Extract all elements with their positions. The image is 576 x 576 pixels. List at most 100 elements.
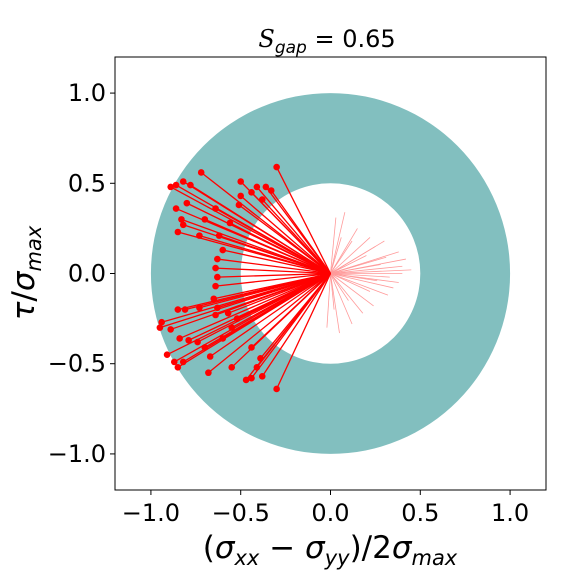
data-point xyxy=(242,376,250,384)
point-line xyxy=(276,166,332,274)
data-point xyxy=(214,304,221,312)
data-point xyxy=(205,369,212,377)
fan-line xyxy=(330,273,389,296)
data-point xyxy=(237,192,245,200)
fan-line xyxy=(326,273,331,328)
data-point xyxy=(181,306,189,313)
point-line xyxy=(231,272,331,329)
data-point xyxy=(273,385,280,393)
point-line xyxy=(227,272,331,314)
fan-line xyxy=(330,255,367,274)
fan-line xyxy=(330,273,394,289)
data-point xyxy=(224,309,232,317)
data-point xyxy=(196,232,203,239)
fan-line xyxy=(330,273,371,292)
plot-area xyxy=(150,93,511,454)
data-point xyxy=(158,318,165,326)
point-line xyxy=(261,199,331,274)
y-tick-label: −0.5 xyxy=(48,350,106,378)
fan-line xyxy=(330,265,403,274)
point-markers xyxy=(156,163,280,393)
data-point xyxy=(214,273,221,281)
data-point xyxy=(201,216,209,223)
y-tick-label: −1.0 xyxy=(48,440,106,468)
data-point xyxy=(258,373,266,380)
data-point xyxy=(219,246,227,254)
point-line xyxy=(177,272,331,311)
point-line xyxy=(238,204,331,275)
point-line xyxy=(215,267,331,275)
data-point xyxy=(248,189,255,196)
point-line xyxy=(215,272,331,287)
data-point xyxy=(233,315,241,322)
point-lines xyxy=(159,166,332,390)
data-point xyxy=(185,336,192,344)
data-point xyxy=(187,181,194,189)
point-line xyxy=(270,190,332,274)
y-tick-label: 1.0 xyxy=(68,79,106,107)
chart-title: Sgap = 0.65 xyxy=(258,25,395,58)
data-point xyxy=(170,358,178,366)
data-point xyxy=(248,344,255,351)
fan-line xyxy=(330,240,385,274)
data-point xyxy=(156,324,164,331)
point-line xyxy=(259,273,332,359)
y-axis-ticks: −1.0 −0.5 0.0 0.5 1.0 xyxy=(48,79,115,468)
data-point xyxy=(212,311,219,319)
data-point xyxy=(257,354,264,362)
point-line xyxy=(170,272,331,331)
point-line xyxy=(217,272,331,278)
fan-lines xyxy=(326,212,412,334)
data-point xyxy=(235,201,243,209)
data-point xyxy=(174,364,182,371)
point-line xyxy=(159,272,331,329)
fan-line xyxy=(330,273,390,278)
fan-line xyxy=(330,273,349,301)
data-point xyxy=(262,183,270,191)
data-point xyxy=(197,169,205,176)
data-point xyxy=(258,196,266,203)
point-line xyxy=(222,272,331,340)
data-point xyxy=(228,324,236,331)
fan-line xyxy=(330,256,387,274)
x-tick-label: −1.0 xyxy=(122,499,180,527)
data-point xyxy=(226,219,234,227)
data-point xyxy=(206,353,214,360)
fan-line xyxy=(330,273,364,314)
data-point xyxy=(212,264,219,272)
data-point xyxy=(273,163,280,171)
title-subscript: gap xyxy=(275,38,307,58)
fan-line xyxy=(330,269,412,274)
fan-line xyxy=(330,240,353,274)
x-axis-label: (σxx − σyy)/2σmax xyxy=(203,530,458,570)
fan-line xyxy=(330,228,358,274)
x-axis-ticks: −1.0 −0.5 0.0 0.5 1.0 xyxy=(122,490,529,527)
data-point xyxy=(237,178,245,185)
data-point xyxy=(210,295,218,303)
data-point xyxy=(267,187,275,194)
y-tick-label: 0.5 xyxy=(68,169,106,197)
data-point xyxy=(194,338,201,346)
data-point xyxy=(183,199,191,207)
point-line xyxy=(190,184,331,275)
data-point xyxy=(201,344,209,351)
point-line xyxy=(236,272,331,320)
fan-line xyxy=(330,217,337,274)
y-axis-label: τ/σmax xyxy=(6,225,46,320)
point-line xyxy=(217,258,331,275)
data-point xyxy=(248,374,255,382)
point-line xyxy=(256,186,331,274)
point-line xyxy=(209,272,331,358)
data-point xyxy=(253,364,261,371)
title-value: 0.65 xyxy=(342,25,395,53)
point-line xyxy=(215,207,331,275)
point-line xyxy=(229,222,331,275)
point-line xyxy=(218,234,331,275)
fan-line xyxy=(330,273,335,310)
data-point xyxy=(174,306,182,313)
data-point xyxy=(179,178,187,185)
point-line xyxy=(179,272,331,340)
data-point xyxy=(253,183,261,191)
point-line xyxy=(276,273,332,390)
